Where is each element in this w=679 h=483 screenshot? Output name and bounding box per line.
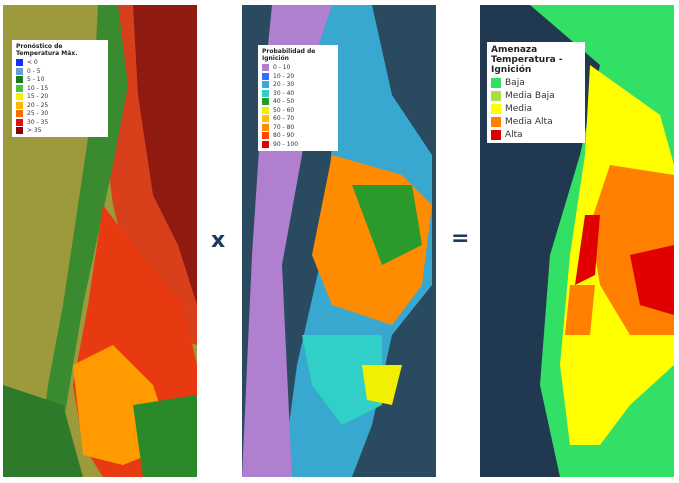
legend-title: Amenaza Temperatura - Ignición (491, 45, 563, 75)
legend-label: 90 - 100 (273, 140, 299, 148)
legend-item: 5 - 10 (16, 76, 104, 83)
legend-item: Media (491, 104, 581, 114)
legend-item: Media Alta (491, 117, 581, 127)
legend-item: 40 - 50 (262, 98, 334, 105)
legend-item: 70 - 80 (262, 123, 334, 131)
legend-item: 30 - 35 (16, 118, 104, 126)
legend-label: 10 - 15 (27, 84, 49, 92)
legend-swatch (262, 115, 269, 122)
legend-swatch (16, 67, 23, 75)
legend-item: 15 - 20 (16, 93, 104, 100)
legend-label: 0 - 10 (273, 64, 291, 71)
legend-swatch (16, 118, 23, 126)
legend-label: 20 - 25 (27, 101, 49, 109)
legend-swatch (262, 64, 269, 71)
legend-label: 5 - 10 (27, 76, 45, 83)
legend-item: 30 - 40 (262, 89, 334, 97)
legend-label: Alta (505, 130, 523, 140)
legend-swatch (491, 117, 501, 127)
legend-swatch (262, 132, 269, 139)
legend-label: 30 - 40 (273, 89, 295, 97)
legend-label: 15 - 20 (27, 93, 49, 100)
legend-swatch (262, 123, 269, 131)
legend-item: 0 - 10 (262, 64, 334, 71)
legend-label: 60 - 70 (273, 115, 295, 122)
legend-label: 40 - 50 (273, 98, 295, 105)
legend-label: 50 - 60 (273, 106, 295, 114)
legend-item: 20 - 30 (262, 81, 334, 88)
legend: Amenaza Temperatura - Ignición Baja Media … (487, 42, 585, 143)
legend-swatch (262, 106, 269, 114)
legend-item: Alta (491, 130, 581, 140)
legend-swatch (16, 93, 23, 100)
legend-label: 25 - 30 (27, 110, 49, 117)
legend-label: 0 - 5 (27, 67, 41, 75)
legend-item: 10 - 15 (16, 84, 104, 92)
legend-item: > 35 (16, 127, 104, 134)
legend-swatch (262, 81, 269, 88)
operator-equals: = (451, 226, 470, 251)
legend-swatch (16, 127, 23, 134)
legend-item: 60 - 70 (262, 115, 334, 122)
legend-swatch (491, 130, 501, 140)
legend: Probabilidad de Ignición 0 - 10 10 - 20 20 … (258, 45, 338, 151)
legend-label: 30 - 35 (27, 118, 49, 126)
legend-swatch (491, 104, 501, 114)
legend-item: Media Baja (491, 91, 581, 101)
legend-label: 70 - 80 (273, 123, 295, 131)
legend-label: Media Alta (505, 117, 553, 127)
operator-times: x (211, 228, 226, 253)
legend-swatch (262, 89, 269, 97)
legend-swatch (491, 91, 501, 101)
legend-item: Baja (491, 78, 581, 88)
legend-item: 80 - 90 (262, 132, 334, 139)
legend-swatch (262, 98, 269, 105)
legend-title: Probabilidad de Ignición (262, 48, 316, 62)
legend-item: < 0 (16, 59, 104, 66)
legend-item: 50 - 60 (262, 106, 334, 114)
legend-swatch (16, 101, 23, 109)
legend-swatch (16, 84, 23, 92)
legend-label: 20 - 30 (273, 81, 295, 88)
legend-swatch (262, 72, 269, 80)
legend-swatch (16, 59, 23, 66)
legend-label: > 35 (27, 127, 42, 134)
legend-label: Baja (505, 78, 525, 88)
legend-item: 20 - 25 (16, 101, 104, 109)
legend-label: Media (505, 104, 533, 114)
legend-label: < 0 (27, 59, 38, 66)
legend-item: 0 - 5 (16, 67, 104, 75)
legend-label: 10 - 20 (273, 72, 295, 80)
legend-label: 80 - 90 (273, 132, 295, 139)
legend-label: Media Baja (505, 91, 555, 101)
legend-swatch (16, 110, 23, 117)
legend-swatch (16, 76, 23, 83)
legend-item: 90 - 100 (262, 140, 334, 148)
legend-item: 10 - 20 (262, 72, 334, 80)
legend-swatch (262, 140, 269, 148)
legend-swatch (491, 78, 501, 88)
legend-item: 25 - 30 (16, 110, 104, 117)
legend-title: Pronóstico de Temperatura Máx. (16, 43, 78, 57)
